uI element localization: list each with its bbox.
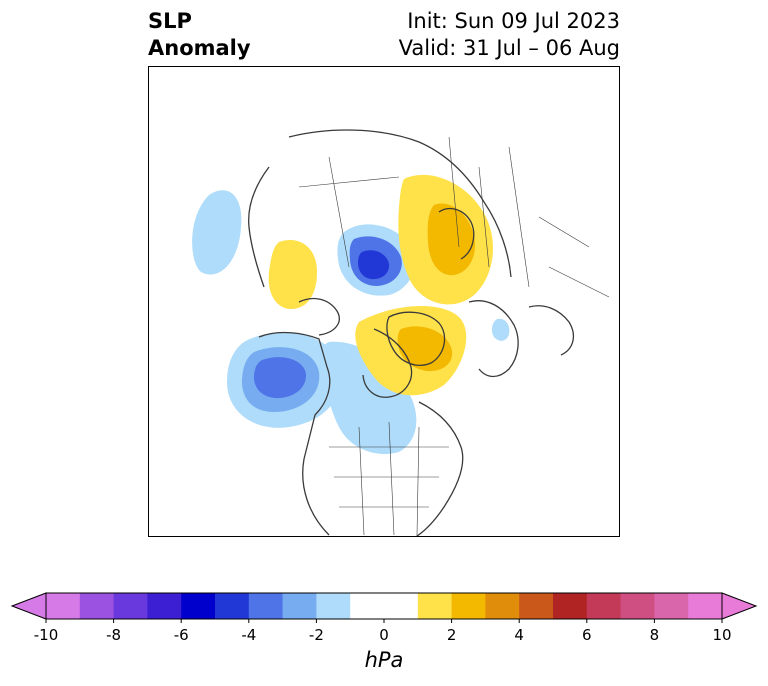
colorbar-swatch [688,593,723,619]
greenland-coast [386,311,446,366]
colorbar-swatch [384,593,419,619]
colorbar-swatch [654,593,689,619]
siberia-high [268,240,317,310]
map-title: SLP Anomaly [148,8,251,62]
gulf-of-alaska-low-core [253,357,307,399]
colorbar-swatch [586,593,622,619]
colorbar-unit: hPa [364,648,404,672]
hudson-bay-coast [362,328,413,398]
colorbar-swatch [248,593,284,619]
colorbar-swatch [620,593,655,619]
init-date: Init: Sun 09 Jul 2023 [407,9,620,33]
colorbar-swatch [553,593,588,619]
europe-small-low [491,318,510,341]
colorbar-tick-label: -4 [241,626,256,644]
colorbar-swatch [451,593,486,619]
colorbar-tick-label: 10 [712,626,731,644]
colorbar-ticks: -10 -8 -6 -4 -2 0 2 4 6 8 10 [34,619,732,644]
colorbar-tick-label: -2 [309,626,324,644]
colorbar-tick-label: -10 [34,626,59,644]
mediterranean-coast [528,305,575,356]
anomaly-fill-layer [192,174,510,455]
colorbar-swatch [46,593,81,619]
colorbar-swatch [417,593,453,619]
colorbar-tick-label: 2 [447,626,457,644]
asia-east-coast [248,166,270,288]
colorbar-swatch [485,593,520,619]
canada-low [320,341,417,455]
colorbar-tick-label: 0 [379,626,389,644]
colorbar-tick-label: -6 [174,626,189,644]
colorbar-arrow-high [721,592,758,620]
colorbar-swatch [215,593,250,619]
eurasia-coast [288,129,512,278]
colorbar-swatch [350,593,385,619]
coastlines [248,129,575,536]
greenland-high-core [397,326,453,372]
europe-coast [468,300,519,378]
colorbar-swatch [147,593,182,619]
west-pacific-low [192,190,242,275]
title-line-2: Anomaly [148,36,251,60]
colorbar-swatch [113,593,148,619]
map-panel [148,66,620,537]
colorbar-swatch [316,593,351,619]
border-lines [298,136,610,536]
alaska-coast [298,297,340,336]
colorbar-tick-label: -8 [106,626,121,644]
colorbar-tick-label: 8 [650,626,660,644]
valid-range: Valid: 31 Jul – 06 Aug [398,36,620,60]
us-east-coast [415,401,464,536]
map-svg [192,129,610,536]
title-line-1: SLP [148,9,192,33]
colorbar: -10 -8 -6 -4 -2 0 2 4 6 8 10 [10,592,758,644]
arctic-low-core [358,250,390,280]
borders [298,136,610,536]
colorbar-arrow-low [10,592,47,620]
forecast-dates: Init: Sun 09 Jul 2023 Valid: 31 Jul – 06… [399,8,620,62]
colorbar-swatch [519,593,554,619]
colorbar-swatch [79,593,115,619]
colorbar-tick-label: 4 [514,626,524,644]
colorbar-swatches [10,592,758,620]
colorbar-tick-label: 6 [582,626,592,644]
scandinavia-coast [438,208,475,260]
colorbar-swatch [181,593,216,619]
north-america-coast [258,331,331,536]
colorbar-swatch [282,593,317,619]
